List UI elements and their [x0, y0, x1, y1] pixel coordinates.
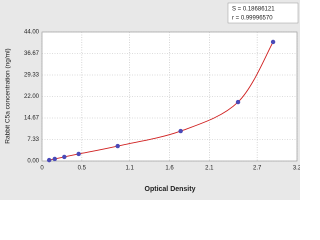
x-axis-label: Optical Density — [145, 186, 196, 193]
x-tick-label: 3.2 — [293, 166, 300, 172]
x-tick-label: 1.1 — [125, 166, 134, 172]
y-tick-label: 29.33 — [24, 73, 40, 79]
x-tick-label: 0.5 — [78, 166, 87, 172]
data-point — [62, 154, 67, 160]
data-point — [178, 128, 183, 134]
y-tick-label: 22.00 — [24, 94, 40, 100]
stat-s: S = 0.18686121 — [232, 7, 275, 13]
data-point — [52, 156, 57, 162]
y-tick-label: 14.67 — [24, 116, 40, 122]
chart: S = 0.18686121 r = 0.99996570 Optical De… — [0, 0, 300, 200]
data-point — [46, 157, 52, 163]
x-tick-label: 2.7 — [253, 166, 262, 172]
x-tick-label: 2.1 — [205, 166, 214, 172]
data-point — [115, 143, 120, 149]
stat-box — [227, 2, 299, 24]
y-tick-label: 36.67 — [24, 51, 40, 57]
y-tick-label: 44.00 — [24, 30, 40, 36]
page: {"chart_data": {"type": "scatter", "x_la… — [0, 0, 300, 200]
data-point — [270, 39, 276, 45]
x-tick-label: 0 — [40, 166, 44, 172]
y-tick-label: 0.00 — [27, 159, 39, 165]
y-axis-label: Rabbit C5a concentration (ng/ml) — [5, 48, 12, 143]
data-point — [235, 99, 241, 105]
x-tick-label: 1.6 — [165, 166, 174, 172]
y-tick-label: 7.33 — [27, 137, 39, 143]
data-point — [76, 151, 81, 157]
stat-r: r = 0.99996570 — [232, 16, 273, 22]
